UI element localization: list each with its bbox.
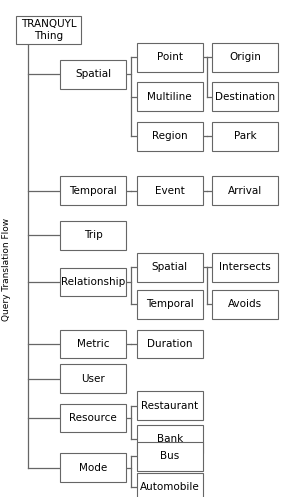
Text: Bus: Bus	[160, 451, 180, 461]
Text: Temporal: Temporal	[146, 300, 194, 310]
Text: Destination: Destination	[215, 92, 275, 102]
Text: Trip: Trip	[84, 230, 102, 240]
Text: Bank: Bank	[157, 434, 183, 444]
FancyBboxPatch shape	[212, 290, 278, 318]
FancyBboxPatch shape	[137, 392, 203, 420]
FancyBboxPatch shape	[61, 330, 126, 358]
Text: Duration: Duration	[147, 339, 193, 349]
Text: Spatial: Spatial	[152, 262, 188, 272]
FancyBboxPatch shape	[137, 442, 203, 470]
FancyBboxPatch shape	[212, 43, 278, 72]
FancyBboxPatch shape	[137, 473, 203, 500]
FancyBboxPatch shape	[212, 82, 278, 111]
FancyBboxPatch shape	[137, 43, 203, 72]
FancyBboxPatch shape	[212, 176, 278, 205]
FancyBboxPatch shape	[137, 82, 203, 111]
FancyBboxPatch shape	[61, 404, 126, 432]
Text: Metric: Metric	[77, 339, 109, 349]
FancyBboxPatch shape	[16, 16, 81, 44]
Text: Resource: Resource	[69, 413, 117, 423]
FancyBboxPatch shape	[61, 221, 126, 250]
FancyBboxPatch shape	[137, 330, 203, 358]
Text: Relationship: Relationship	[61, 277, 125, 287]
FancyBboxPatch shape	[137, 122, 203, 150]
Text: Arrival: Arrival	[228, 186, 262, 196]
Text: Query Translation Flow: Query Translation Flow	[2, 218, 11, 322]
FancyBboxPatch shape	[137, 176, 203, 205]
Text: Restaurant: Restaurant	[141, 401, 198, 411]
Text: Origin: Origin	[229, 52, 261, 62]
FancyBboxPatch shape	[137, 424, 203, 453]
FancyBboxPatch shape	[137, 253, 203, 282]
FancyBboxPatch shape	[212, 253, 278, 282]
Text: Region: Region	[152, 132, 188, 141]
Text: Automobile: Automobile	[140, 482, 200, 492]
Text: Park: Park	[234, 132, 256, 141]
Text: Multiline: Multiline	[148, 92, 192, 102]
FancyBboxPatch shape	[61, 176, 126, 205]
Text: Spatial: Spatial	[75, 70, 111, 80]
FancyBboxPatch shape	[212, 122, 278, 150]
Text: User: User	[81, 374, 105, 384]
FancyBboxPatch shape	[61, 60, 126, 89]
Text: Avoids: Avoids	[228, 300, 262, 310]
Text: Mode: Mode	[79, 462, 107, 472]
Text: Point: Point	[157, 52, 183, 62]
Text: Event: Event	[155, 186, 185, 196]
Text: TRANQUYL
Thing: TRANQUYL Thing	[21, 19, 76, 41]
FancyBboxPatch shape	[61, 364, 126, 393]
Text: Intersects: Intersects	[219, 262, 271, 272]
FancyBboxPatch shape	[61, 268, 126, 296]
FancyBboxPatch shape	[137, 290, 203, 318]
Text: Temporal: Temporal	[69, 186, 117, 196]
FancyBboxPatch shape	[61, 453, 126, 482]
